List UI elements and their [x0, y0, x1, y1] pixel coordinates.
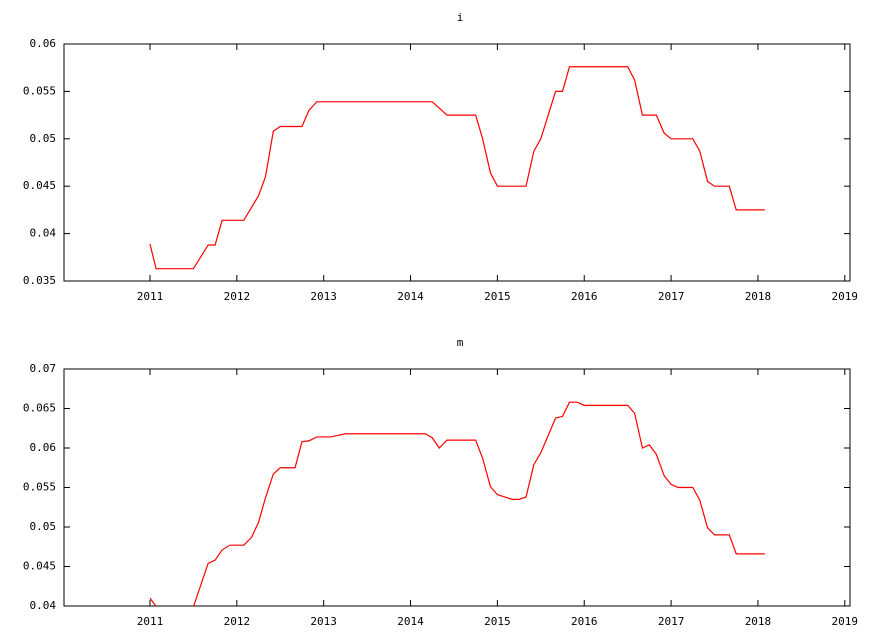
- x-tick-label: 2019: [832, 615, 859, 628]
- plot-frame: [63, 368, 851, 607]
- x-tick-label: 2014: [397, 615, 424, 628]
- y-tick-label: 0.045: [23, 560, 56, 573]
- y-tick-label: 0.035: [23, 274, 56, 287]
- y-tick-label: 0.055: [23, 481, 56, 494]
- y-tick-label: 0.055: [23, 84, 56, 97]
- y-tick-label: 0.05: [30, 132, 57, 145]
- x-tick-label: 2019: [832, 290, 859, 303]
- plot-frame: [63, 43, 851, 282]
- y-tick-label: 0.05: [30, 520, 57, 533]
- x-tick-label: 2018: [745, 615, 772, 628]
- x-tick-label: 2015: [484, 290, 511, 303]
- x-tick-label: 2017: [658, 290, 685, 303]
- chart-title: m: [457, 336, 464, 349]
- y-tick-label: 0.06: [30, 441, 57, 454]
- x-tick-label: 2018: [745, 290, 772, 303]
- y-tick-label: 0.07: [30, 362, 57, 375]
- y-tick-label: 0.045: [23, 179, 56, 192]
- x-tick-label: 2012: [224, 290, 251, 303]
- x-tick-label: 2014: [397, 290, 424, 303]
- x-tick-label: 2011: [137, 615, 164, 628]
- x-tick-label: 2016: [571, 615, 598, 628]
- y-tick-label: 0.04: [30, 227, 57, 240]
- x-tick-label: 2012: [224, 615, 251, 628]
- y-tick-label: 0.065: [23, 402, 56, 415]
- x-tick-label: 2013: [310, 290, 337, 303]
- data-line: [149, 401, 765, 606]
- y-tick-label: 0.04: [30, 599, 57, 612]
- data-line: [149, 66, 765, 270]
- x-tick-label: 2017: [658, 615, 685, 628]
- x-tick-label: 2016: [571, 290, 598, 303]
- x-tick-label: 2011: [137, 290, 164, 303]
- y-tick-label: 0.06: [30, 37, 57, 50]
- x-tick-label: 2013: [310, 615, 337, 628]
- x-tick-label: 2015: [484, 615, 511, 628]
- chart-title: i: [457, 11, 464, 24]
